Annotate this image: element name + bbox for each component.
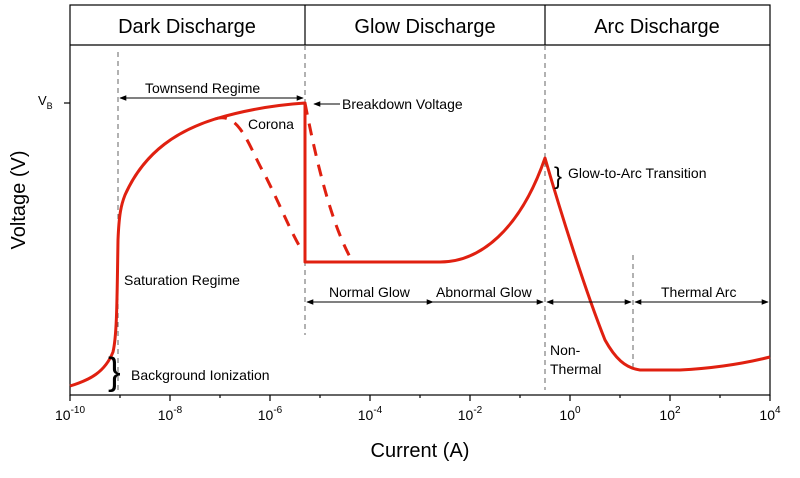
x-tick-label: 104 xyxy=(759,405,781,423)
x-tick-label: 10-10 xyxy=(55,405,85,423)
region-arc-discharge: Arc Discharge xyxy=(594,16,720,38)
y-axis-title: Voltage (V) xyxy=(8,151,30,250)
background-label: Background Ionization xyxy=(131,367,270,383)
x-tick-label: 10-2 xyxy=(458,405,483,423)
background-brace: } xyxy=(108,351,121,393)
glow-to-arc-brace: } xyxy=(554,163,562,190)
non-thermal-label-line1: Non- xyxy=(550,342,581,358)
x-ticks xyxy=(69,395,771,401)
corona-curve xyxy=(214,116,302,248)
x-tick-label: 10-6 xyxy=(258,405,283,423)
abnormal-glow-label: Abnormal Glow xyxy=(436,284,533,300)
thermal-arc-label: Thermal Arc xyxy=(661,284,736,300)
x-tick-label: 102 xyxy=(659,405,681,423)
plot-frame xyxy=(69,4,771,396)
x-tick-label: 100 xyxy=(559,405,581,423)
region-dark-discharge: Dark Discharge xyxy=(118,16,256,38)
glow-to-arc-label: Glow-to-Arc Transition xyxy=(568,165,706,181)
breakdown-label: Breakdown Voltage xyxy=(342,96,463,112)
non-thermal-label-line2: Thermal xyxy=(550,361,601,377)
y-tick-label-vb: VB xyxy=(38,93,53,111)
corona-label: Corona xyxy=(248,116,294,132)
x-tick-label: 10-4 xyxy=(358,405,383,423)
normal-glow-label: Normal Glow xyxy=(329,284,411,300)
x-axis-title: Current (A) xyxy=(371,440,470,462)
townsend-label: Townsend Regime xyxy=(145,80,260,96)
voltage-current-curve xyxy=(69,101,771,388)
x-tick-label: 10-8 xyxy=(158,405,183,423)
saturation-label: Saturation Regime xyxy=(124,272,240,288)
corona-return-curve xyxy=(303,102,352,258)
region-glow-discharge: Glow Discharge xyxy=(354,16,495,38)
